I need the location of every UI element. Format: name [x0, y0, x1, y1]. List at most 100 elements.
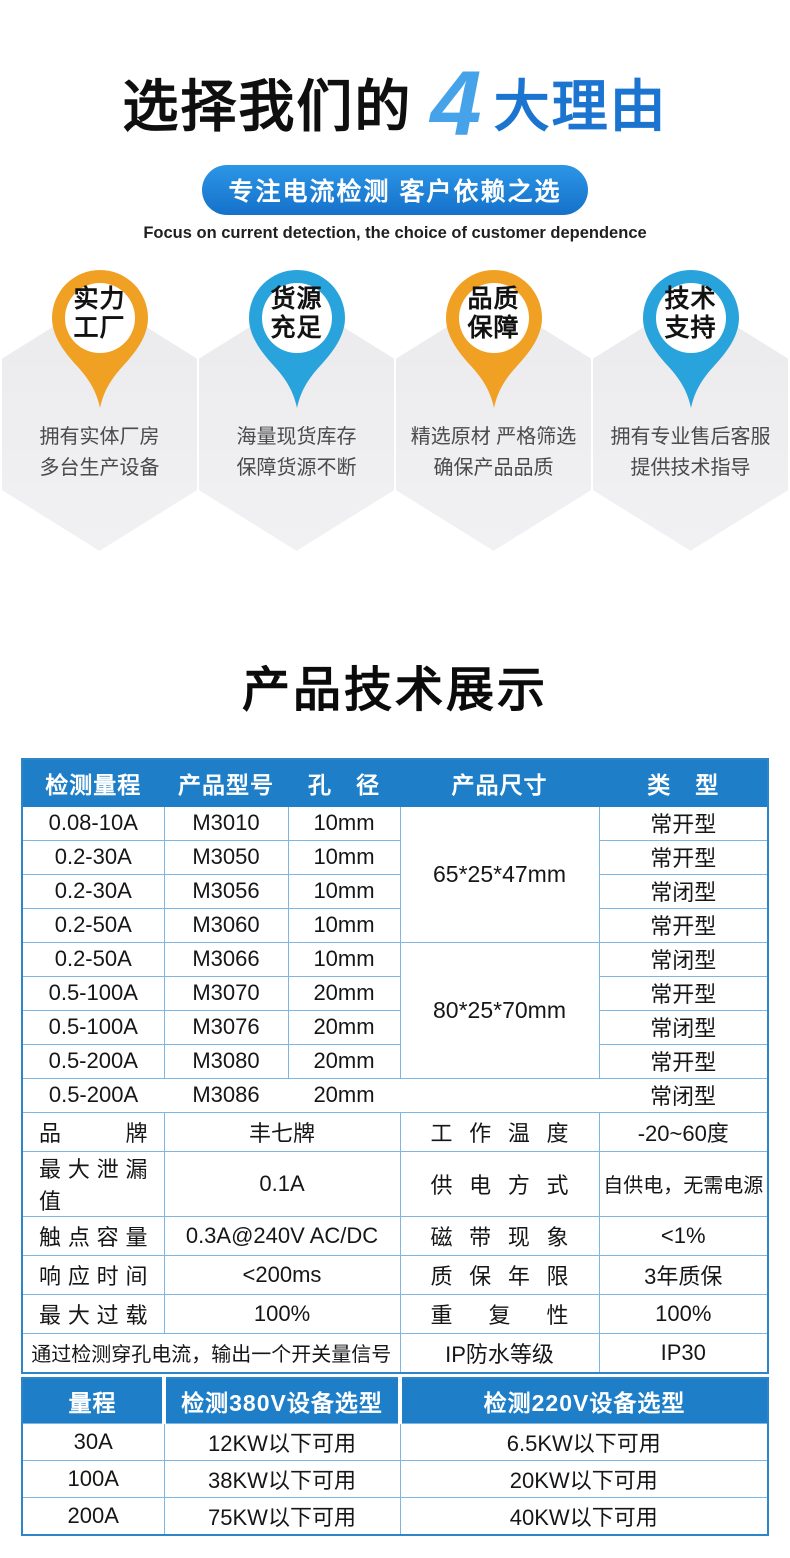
detail-value: <200ms — [163, 1254, 401, 1295]
cell-380v: 38KW以下可用 — [163, 1459, 401, 1498]
cell-type: 常开型 — [598, 1043, 769, 1079]
cell-hole: 20mm — [287, 975, 401, 1011]
cell-size-group: 80*25*70mm — [399, 941, 600, 1079]
cell-hole: 10mm — [287, 873, 401, 909]
detail-label: 质保年限 — [399, 1254, 600, 1295]
feature-supply: 货源 充足 海量现货库存 保障货源不断 — [198, 269, 395, 564]
cell-type: 常闭型 — [598, 1009, 769, 1045]
cell-model: M3060 — [163, 907, 289, 943]
location-pin-icon: 货源 充足 — [247, 269, 347, 410]
page-title: 选择我们的 4 大理由 — [0, 53, 790, 156]
detail-label: 最大泄漏值 — [21, 1150, 165, 1217]
header-model: 产品型号 — [163, 758, 289, 807]
subtitle-english: Focus on current detection, the choice o… — [143, 223, 647, 242]
detail-row: 最大过载 100% 重复性 100% — [21, 1293, 769, 1334]
selection-header-row: 量程 检测380V设备选型 检测220V设备选型 — [22, 1377, 768, 1424]
detail-value: 0.1A — [163, 1150, 401, 1217]
detail-value: IP30 — [598, 1332, 769, 1374]
location-pin-icon: 品质 保障 — [444, 269, 544, 410]
feature-title: 品质 保障 — [467, 284, 520, 342]
cell-type: 常开型 — [598, 907, 769, 943]
detail-value: 0.3A@240V AC/DC — [163, 1215, 401, 1256]
cell-hole: 10mm — [287, 839, 401, 875]
detail-row: 最大泄漏值 0.1A 供电方式 自供电，无需电源 — [21, 1150, 769, 1217]
cell-type: 常开型 — [598, 805, 769, 841]
table-row: 100A 38KW以下可用 20KW以下可用 — [21, 1459, 769, 1498]
table-row: 0.5-100A M3076 20mm 常闭型 — [21, 1009, 769, 1045]
detail-value: 100% — [598, 1293, 769, 1334]
detail-row: 触点容量 0.3A@240V AC/DC 磁带现象 <1% — [21, 1215, 769, 1256]
detail-label: 重复性 — [399, 1293, 600, 1334]
cell-220v: 40KW以下可用 — [399, 1496, 769, 1536]
cell-type: 常闭型 — [599, 1077, 768, 1113]
cell-range: 0.2-30A — [21, 839, 165, 875]
hero-section: 选择我们的 4 大理由 专注电流检测 客户依赖之选 Focus on curre… — [0, 0, 790, 243]
cell-range: 0.5-200A — [22, 1077, 164, 1113]
detail-note: 通过检测穿孔电流，输出一个开关量信号 — [21, 1332, 401, 1374]
detail-label: 响应时间 — [21, 1254, 165, 1295]
cell-range: 0.5-200A — [21, 1043, 165, 1079]
cell-range: 0.5-100A — [21, 1009, 165, 1045]
feature-quality: 品质 保障 精选原材 严格筛选 确保产品品质 — [395, 269, 592, 564]
section-title: 产品技术展示 — [241, 663, 548, 717]
feature-description: 拥有专业售后客服 提供技术指导 — [610, 425, 771, 479]
table-row: 200A 75KW以下可用 40KW以下可用 — [21, 1496, 769, 1536]
feature-description: 精选原材 严格筛选 确保产品品质 — [410, 425, 577, 479]
detail-footer-row: 通过检测穿孔电流，输出一个开关量信号 IP防水等级 IP30 — [21, 1332, 769, 1374]
cell-model: M3050 — [163, 839, 289, 875]
cell-size-group: 65*25*47mm — [399, 805, 600, 943]
header-size: 产品尺寸 — [399, 758, 600, 807]
cell-hole: 20mm — [287, 1009, 401, 1045]
feature-title: 货源 充足 — [270, 284, 323, 342]
table-row: 0.5-100A M3070 20mm 常开型 — [21, 975, 769, 1011]
cell-380v: 75KW以下可用 — [163, 1496, 401, 1536]
feature-description: 拥有实体厂房 多台生产设备 — [39, 425, 160, 479]
detail-value: 100% — [163, 1293, 401, 1334]
header-type: 类 型 — [598, 758, 769, 807]
title-blue-part: 大理由 — [493, 75, 668, 139]
detail-label: 供电方式 — [399, 1150, 600, 1217]
feature-title: 技术 支持 — [664, 284, 717, 342]
cell-model: M3086 — [164, 1077, 288, 1113]
table-row: 30A 12KW以下可用 6.5KW以下可用 — [21, 1422, 769, 1461]
feature-title: 实力 工厂 — [73, 284, 126, 342]
table-row: 0.2-30A M3050 10mm 常开型 — [21, 839, 769, 875]
detail-label: 磁带现象 — [399, 1215, 600, 1256]
detail-row: 品牌 丰七牌 工作温度 -20~60度 — [21, 1111, 769, 1152]
detail-label: IP防水等级 — [399, 1332, 600, 1374]
device-selection-table: 量程 检测380V设备选型 检测220V设备选型 30A 12KW以下可用 6.… — [21, 1376, 769, 1536]
cell-range: 200A — [21, 1496, 165, 1536]
cell-hole: 20mm — [288, 1077, 400, 1113]
cell-hole: 10mm — [287, 941, 401, 977]
location-pin-icon: 技术 支持 — [641, 269, 741, 410]
table-row: 0.2-50A M3060 10mm 常开型 — [21, 907, 769, 943]
spec-header-row: 检测量程 产品型号 孔 径 产品尺寸 类 型 — [21, 758, 769, 807]
cell-model: M3070 — [163, 975, 289, 1011]
cell-220v: 6.5KW以下可用 — [399, 1422, 769, 1461]
features-section: 实力 工厂 拥有实体厂房 多台生产设备 货源 充足 — [0, 269, 790, 564]
table-row: 0.2-50A M3066 10mm 80*25*70mm 常闭型 — [21, 941, 769, 1079]
cell-hole: 10mm — [287, 805, 401, 841]
cell-model: M3066 — [163, 941, 289, 977]
location-pin-icon: 实力 工厂 — [50, 269, 150, 410]
cell-380v: 12KW以下可用 — [163, 1422, 401, 1461]
detail-label: 最大过载 — [21, 1293, 165, 1334]
cell-model: M3010 — [163, 805, 289, 841]
detail-value: <1% — [598, 1215, 769, 1256]
product-spec-table: 检测量程 产品型号 孔 径 产品尺寸 类 型 0.08-10A M3010 10… — [21, 757, 769, 1374]
detail-value: 3年质保 — [598, 1254, 769, 1295]
cell-type: 常开型 — [598, 975, 769, 1011]
title-number: 4 — [430, 53, 482, 156]
header-220v: 检测220V设备选型 — [398, 1377, 768, 1424]
cell-range: 0.08-10A — [21, 805, 165, 841]
header-range: 量程 — [22, 1377, 164, 1424]
feature-description: 海量现货库存 保障货源不断 — [236, 425, 357, 479]
cell-model: M3080 — [163, 1043, 289, 1079]
cell-range: 0.2-50A — [21, 941, 165, 977]
cell-range: 30A — [21, 1422, 165, 1461]
feature-tech-support: 技术 支持 拥有专业售后客服 提供技术指导 — [592, 269, 789, 564]
cell-type: 常闭型 — [598, 873, 769, 909]
cell-220v: 20KW以下可用 — [399, 1459, 769, 1498]
cell-range: 0.5-100A — [21, 975, 165, 1011]
